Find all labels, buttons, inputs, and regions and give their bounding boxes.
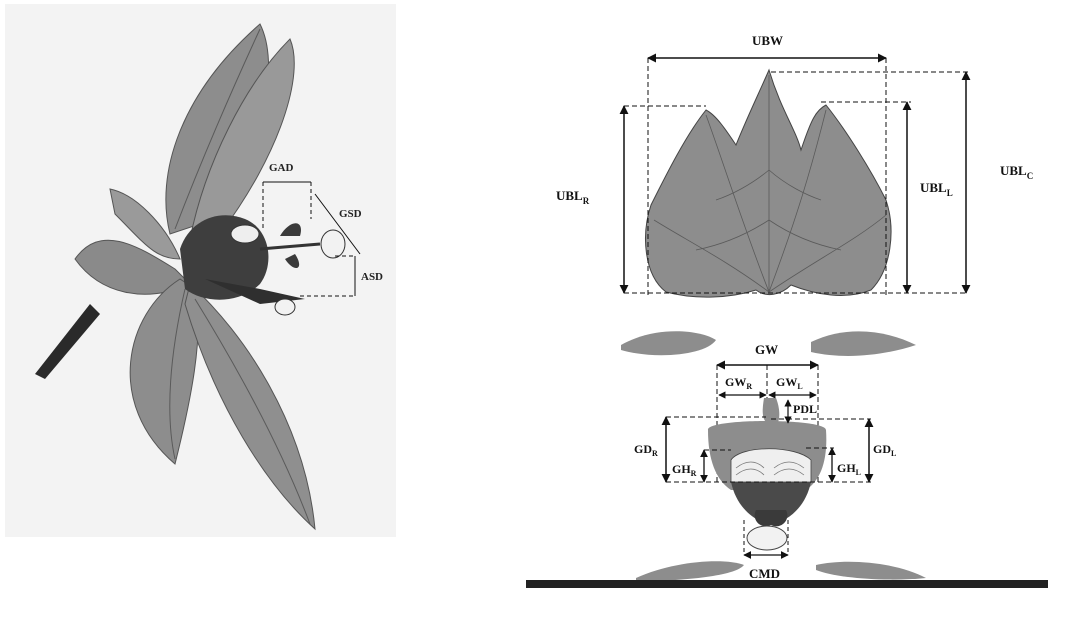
left-lateral-petal bbox=[621, 331, 716, 356]
label-ubl-c: UBLC bbox=[1000, 163, 1033, 181]
flower-hooks bbox=[280, 223, 301, 269]
label-gw-l: GWL bbox=[776, 375, 803, 391]
upper-sepal-vein bbox=[174, 28, 261, 230]
stem bbox=[35, 304, 100, 379]
label-gd-l: GDL bbox=[873, 442, 896, 458]
left-petal bbox=[109, 188, 181, 260]
column-cap bbox=[746, 525, 788, 551]
label-asd: ASD bbox=[361, 271, 383, 283]
left-flower-svg: GAD GSD ASD bbox=[35, 23, 383, 531]
right-measurement-diagram: UBW UBLR UBLL UBLC GW GWR GWL bbox=[526, 20, 1048, 588]
right-diagram-svg: UBW UBLR UBLL UBLC GW GWR GWL bbox=[526, 33, 1048, 588]
pollinia-area bbox=[730, 448, 812, 483]
leaf-veins bbox=[653, 75, 887, 293]
label-ubw: UBW bbox=[752, 33, 783, 48]
gsd-line bbox=[314, 193, 361, 255]
bottom-right-petal bbox=[816, 561, 926, 580]
upper-petal bbox=[189, 38, 295, 240]
lower-left-leaf-vein bbox=[169, 288, 186, 460]
pollinia-stripes bbox=[735, 461, 805, 476]
label-gh-r: GHR bbox=[672, 462, 697, 478]
lower-right-leaf bbox=[184, 283, 316, 531]
label-pdl: PDL bbox=[793, 402, 817, 416]
column-base bbox=[731, 482, 811, 525]
flower-stalk bbox=[259, 242, 321, 251]
label-cmd: CMD bbox=[749, 566, 780, 581]
flower-spur bbox=[205, 279, 305, 304]
label-ubl-l: UBLL bbox=[920, 180, 953, 198]
bottom-bar bbox=[526, 580, 1048, 588]
left-flower-illustration: GAD GSD ASD bbox=[5, 4, 396, 537]
white-tip-upper bbox=[320, 229, 346, 259]
column-tip bbox=[762, 398, 780, 422]
white-tip-lower bbox=[274, 298, 296, 316]
left-sepal bbox=[74, 239, 191, 295]
right-lateral-petal bbox=[811, 331, 916, 356]
label-gd-r: GDR bbox=[634, 442, 658, 458]
measurement-lines bbox=[262, 181, 361, 297]
label-gh-l: GHL bbox=[837, 461, 861, 477]
label-gw-r: GWR bbox=[725, 375, 752, 391]
white-gland bbox=[230, 224, 260, 244]
label-gad: GAD bbox=[269, 162, 294, 174]
column-foot bbox=[754, 510, 788, 527]
upper-leaf bbox=[645, 68, 892, 298]
label-ubl-r: UBLR bbox=[556, 188, 590, 206]
lower-right-leaf-vein bbox=[194, 298, 311, 525]
label-gsd: GSD bbox=[339, 208, 362, 220]
bottom-left-petal bbox=[636, 561, 744, 582]
label-gw: GW bbox=[755, 342, 778, 357]
